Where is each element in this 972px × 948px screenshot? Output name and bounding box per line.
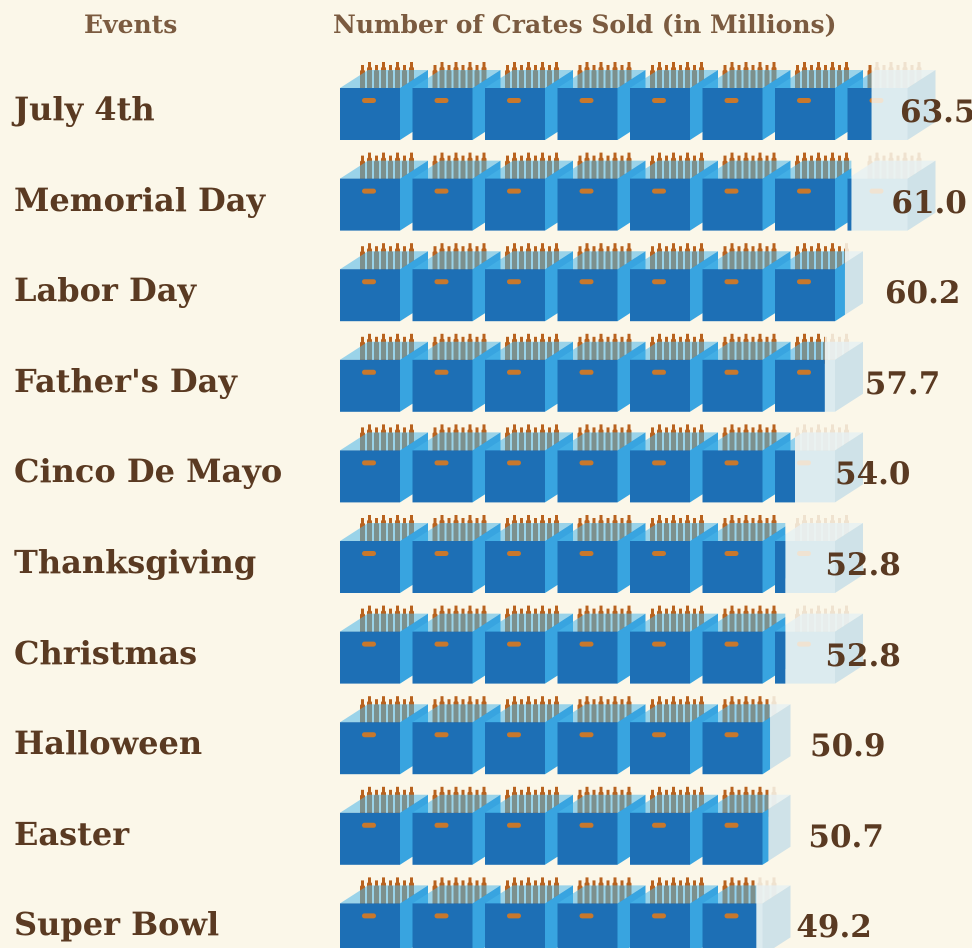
crate-icon [340,696,428,775]
crate-icon [630,696,718,775]
crate-row [340,152,936,231]
value-label: 52.8 [825,547,901,583]
crate-bar-fill [340,62,872,140]
crate-icon [847,176,852,231]
event-label: Memorial Day [14,180,266,219]
crate-icon [702,696,771,775]
crate-bar-fill [340,152,852,231]
crates-sold-column-header: Number of Crates Sold (in Millions) [333,10,837,39]
event-label: Halloween [14,724,203,763]
value-label: 54.0 [835,456,911,493]
crate-row [340,62,936,140]
crate-bar-fill [340,424,795,503]
crate-row [340,696,791,775]
event-label: Super Bowl [14,905,220,944]
event-label: Labor Day [14,271,197,310]
event-label: Thanksgiving [14,543,257,581]
crate-bar-fill [340,333,825,412]
value-label: 50.9 [810,728,886,765]
crate-bar-fill [340,696,771,775]
crate-icon [775,152,852,231]
crate-row [340,786,791,865]
event-label: Christmas [14,633,198,672]
crate-icon [775,437,795,503]
event-label: Easter [14,814,130,853]
crate-bar-fill [340,515,786,593]
crate-bar-fill [340,877,757,948]
crate-row [340,877,791,948]
value-label: 52.8 [825,637,901,674]
crate-icon [630,62,718,140]
events-column-header: Events [84,10,178,39]
crate-icon [702,877,757,948]
crate-row [340,605,863,684]
crate-icon [702,605,786,684]
crate-icon [412,243,501,322]
crate-row [340,333,863,412]
crate-icon [847,65,872,140]
crate-bar-fill [340,605,786,684]
value-label: 60.2 [884,275,961,312]
event-label: Cinco De Mayo [14,452,283,491]
crate-icon [775,333,825,412]
crate-icon [412,696,501,775]
crate-icon [412,62,501,140]
crate-icon [775,243,845,322]
value-label: 61.0 [891,184,967,221]
crate-bar-fill [340,243,845,322]
event-label: July 4th [14,90,155,128]
crate-icon [557,786,646,865]
crate-icon [775,624,786,684]
crate-icon [702,786,769,865]
crate-icon [485,515,573,593]
crate-bar-fill [340,786,769,865]
crate-remainder-faded [847,152,936,231]
value-label: 49.2 [796,909,872,946]
crate-icon [775,534,786,593]
crate-row [340,243,863,322]
value-label: 57.7 [864,365,941,402]
value-label: 63.5 [900,94,972,130]
event-label: Father's Day [14,361,237,400]
crate-row [340,424,863,503]
crate-row [340,515,863,593]
value-label: 50.7 [808,818,884,855]
